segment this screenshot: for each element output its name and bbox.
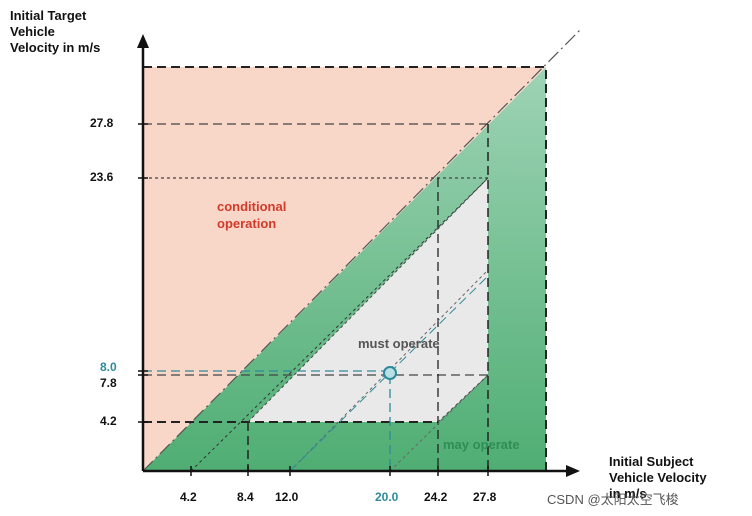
y-tick-label: 27.8 (90, 116, 114, 130)
x-axis-title: Initial Subject Vehicle Velocity in m/s (609, 454, 707, 502)
y-axis-title-line: Velocity in m/s (10, 40, 101, 55)
conditional-operation-label: conditional operation (217, 198, 286, 232)
y-tick-label: 4.2 (100, 414, 117, 428)
x-tick-label: 4.2 (180, 490, 197, 504)
operating-point-marker (383, 366, 397, 380)
x-axis-title-line: Vehicle Velocity (609, 470, 707, 485)
conditional-operation-label-line: conditional (217, 199, 287, 214)
y-axis-title: Initial Target Vehicle Velocity in m/s (10, 8, 100, 56)
y-axis-arrow (137, 34, 149, 48)
y-tick-label: 23.6 (90, 170, 114, 184)
y-axis-title-line: Vehicle (10, 24, 55, 39)
x-tick-label: 8.4 (237, 490, 254, 504)
must-operate-label: must operate (358, 336, 440, 351)
y-axis-title-line: Initial Target (10, 8, 87, 23)
diagonal-highlight (289, 275, 489, 472)
y-tick-label: 7.8 (100, 376, 117, 390)
may-operate-label: may operate (443, 437, 520, 452)
watermark-text: CSDN @太阳太空飞梭 (547, 492, 679, 507)
region-outer-frame (143, 66, 547, 471)
x-axis-title-line: in m/s (609, 486, 647, 501)
diagonal-offset-12 (289, 269, 489, 472)
diagonal-boundary-line (142, 29, 581, 472)
x-tick-label: 24.2 (424, 490, 448, 504)
conditional-operation-label-line: operation (217, 216, 277, 231)
diagonal-offset-20 (389, 374, 489, 472)
x-axis-title-line: Initial Subject (609, 454, 694, 469)
x-tick-label: 12.0 (275, 490, 299, 504)
x-tick-label-highlight: 20.0 (375, 490, 399, 504)
y-tick-label-highlight: 8.0 (100, 360, 117, 374)
x-axis-arrow (566, 465, 580, 477)
x-tick-label: 27.8 (473, 490, 497, 504)
